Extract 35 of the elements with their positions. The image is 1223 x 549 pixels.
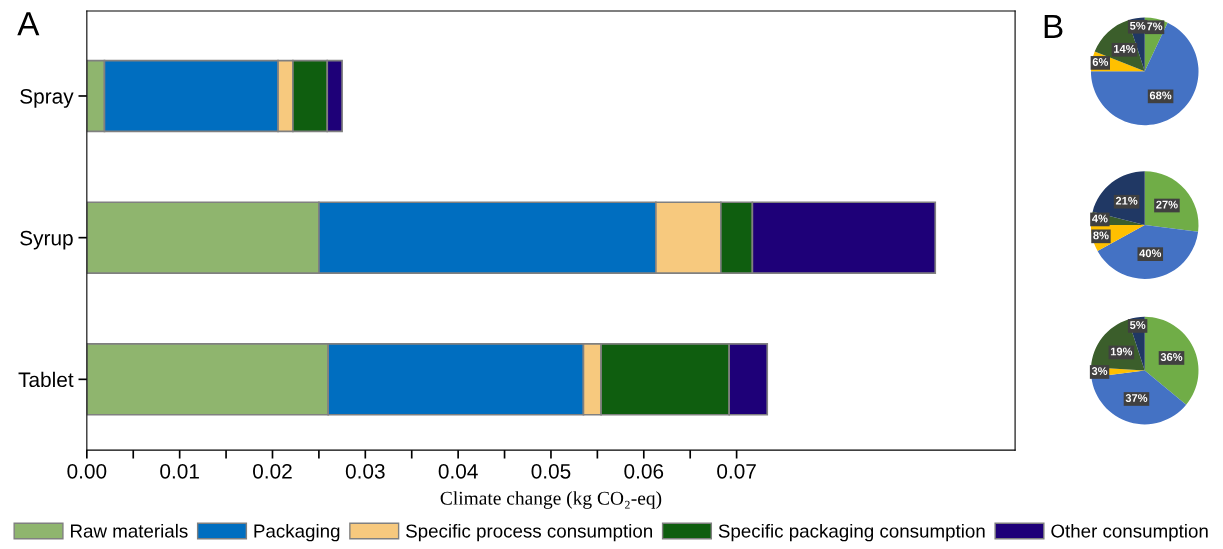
data-label: 8% <box>1093 231 1109 240</box>
data-label: 7% <box>1147 22 1163 31</box>
data-label: 68% <box>1149 91 1172 100</box>
data-label: 40% <box>1139 249 1162 258</box>
data-label: 5% <box>1129 321 1146 329</box>
x-axis-title: Climate change (kg CO₂-eq) <box>440 491 662 509</box>
data-label: 6% <box>1092 58 1109 66</box>
x-tick-label: 0.04 <box>438 463 478 479</box>
data-label: 4% <box>1092 214 1108 223</box>
x-tick-label: 0.07 <box>717 463 756 479</box>
data-label: 36% <box>1160 353 1183 361</box>
data-label: 5% <box>1129 21 1146 30</box>
data-label: 14% <box>1114 44 1136 53</box>
x-tick-label: 0.00 <box>67 463 107 479</box>
data-label: 27% <box>1156 200 1178 209</box>
x-tick-label: 0.02 <box>253 463 292 479</box>
y-tick-label: Spray <box>20 88 74 108</box>
x-tick-label: 0.01 <box>160 463 199 479</box>
data-label: 3% <box>1091 367 1108 375</box>
x-tick-label: 0.06 <box>624 463 664 479</box>
legend-label: Packaging <box>254 523 340 542</box>
legend-label: Raw materials <box>71 523 188 538</box>
data-label: 19% <box>1110 347 1133 356</box>
y-tick-label: Syrup <box>20 230 73 250</box>
y-tick-label: Tablet <box>18 371 74 388</box>
pie-slice <box>1090 22 1199 126</box>
data-label: 21% <box>1115 196 1138 205</box>
x-tick-label: 0.03 <box>345 463 385 479</box>
legend-label: Specific process consumption <box>406 523 652 542</box>
x-tick-label: 0.05 <box>531 463 571 479</box>
chart-title: A <box>17 12 40 36</box>
chart-title: B <box>1044 14 1063 38</box>
legend-label: Specific packaging consumption <box>718 523 985 542</box>
data-label: 37% <box>1125 394 1148 402</box>
legend-label: Other consumption <box>1051 523 1208 542</box>
